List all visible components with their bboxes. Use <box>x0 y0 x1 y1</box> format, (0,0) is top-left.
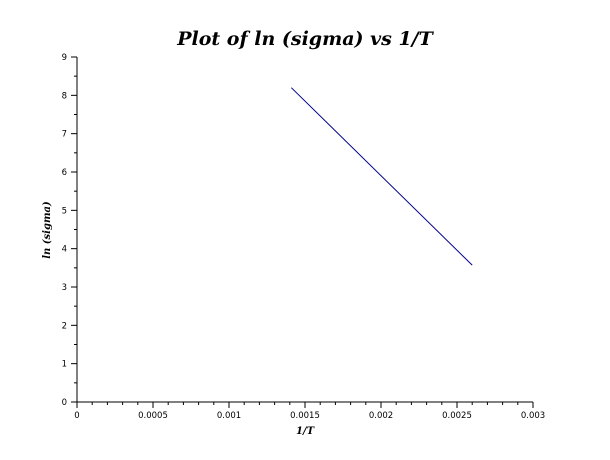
y-axis-label: ln (sigma) <box>42 201 53 259</box>
x-tick-label: 0.003 <box>521 411 545 421</box>
y-tick-label: 0 <box>62 398 67 408</box>
x-axis-ticks: 0 0.0005 0.001 0.0015 0.002 0.0025 0.003 <box>74 402 545 421</box>
y-tick-label: 4 <box>62 245 67 255</box>
y-tick-label: 5 <box>62 206 67 216</box>
x-tick-label: 0.0005 <box>138 411 168 421</box>
y-tick-label: 2 <box>62 321 67 331</box>
x-tick-label: 0.0015 <box>290 411 320 421</box>
series-group <box>290 87 473 266</box>
x-axis-label: 1/T <box>296 426 316 437</box>
chart-title: Plot of ln (sigma) vs 1/T <box>176 28 434 50</box>
y-tick-label: 3 <box>62 283 67 293</box>
x-tick-label: 0.0025 <box>442 411 472 421</box>
axes <box>76 57 533 403</box>
y-tick-label: 1 <box>62 360 67 370</box>
x-tick-label: 0.002 <box>369 411 393 421</box>
y-tick-label: 6 <box>62 168 67 178</box>
x-tick-label: 0 <box>74 411 79 421</box>
x-tick-label: 0.001 <box>217 411 241 421</box>
series-line-0 <box>290 87 473 266</box>
y-tick-label: 9 <box>62 53 67 63</box>
y-tick-label: 7 <box>62 130 67 140</box>
y-tick-label: 8 <box>62 91 67 101</box>
y-axis-ticks: 0 1 2 3 4 5 6 7 8 9 <box>62 53 77 408</box>
